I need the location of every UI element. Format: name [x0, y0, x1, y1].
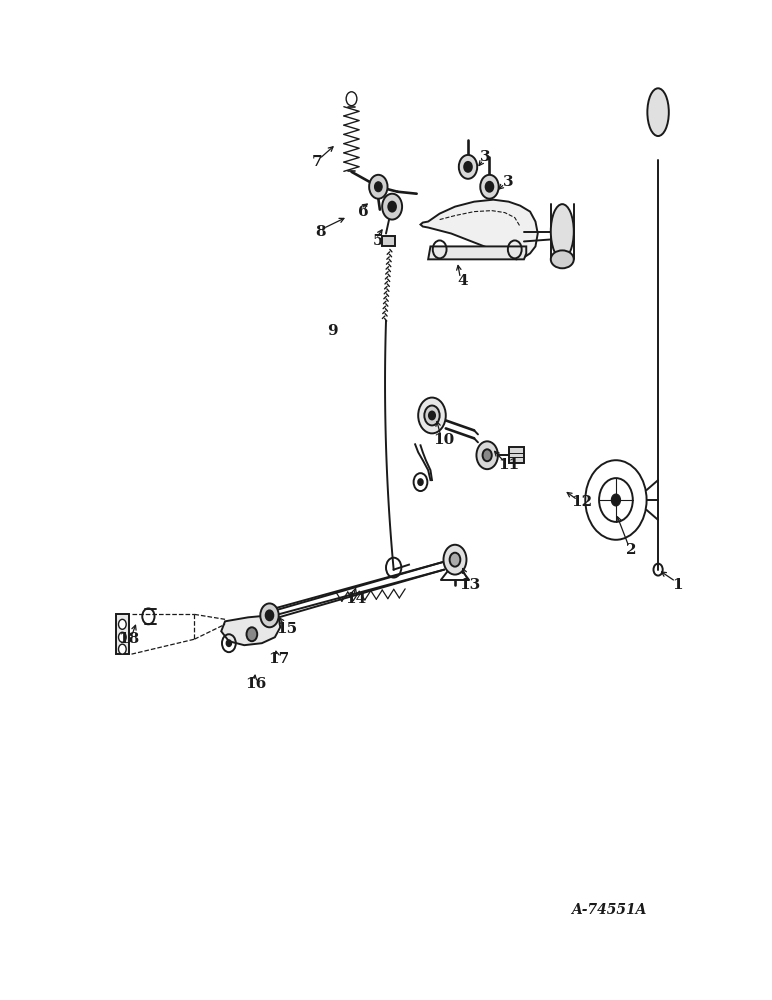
Circle shape — [429, 411, 435, 419]
Text: 4: 4 — [457, 274, 468, 288]
Text: 5: 5 — [373, 234, 384, 248]
Polygon shape — [117, 614, 129, 654]
Circle shape — [388, 202, 396, 212]
Text: 11: 11 — [498, 458, 520, 472]
Text: 15: 15 — [276, 622, 297, 636]
Text: 10: 10 — [433, 433, 454, 447]
Text: A-74551A: A-74551A — [571, 903, 646, 917]
Text: 12: 12 — [571, 495, 592, 509]
Circle shape — [226, 640, 231, 646]
Text: 9: 9 — [327, 324, 337, 338]
Ellipse shape — [648, 88, 669, 136]
Text: 3: 3 — [480, 150, 491, 164]
Text: 1: 1 — [672, 578, 682, 592]
Text: 13: 13 — [459, 578, 481, 592]
Circle shape — [464, 162, 472, 172]
Circle shape — [246, 627, 257, 641]
Circle shape — [425, 406, 439, 425]
Text: 14: 14 — [345, 592, 366, 606]
Circle shape — [482, 449, 492, 461]
Text: 18: 18 — [119, 632, 140, 646]
Circle shape — [459, 155, 477, 179]
Circle shape — [443, 545, 466, 575]
Circle shape — [611, 494, 621, 506]
Polygon shape — [428, 246, 527, 259]
Circle shape — [119, 632, 126, 642]
Text: 16: 16 — [245, 677, 266, 691]
Circle shape — [260, 603, 279, 627]
Text: 2: 2 — [626, 543, 636, 557]
Text: 17: 17 — [268, 652, 290, 666]
Circle shape — [449, 553, 460, 567]
Circle shape — [476, 441, 498, 469]
Polygon shape — [382, 236, 395, 246]
Text: 6: 6 — [357, 205, 368, 219]
Polygon shape — [222, 615, 280, 645]
Polygon shape — [509, 447, 524, 463]
Circle shape — [266, 610, 273, 620]
Circle shape — [486, 182, 493, 192]
Text: 8: 8 — [316, 225, 326, 238]
Circle shape — [119, 619, 126, 629]
Polygon shape — [421, 200, 538, 259]
Circle shape — [480, 175, 499, 199]
Ellipse shape — [550, 250, 574, 268]
Circle shape — [418, 479, 423, 485]
Circle shape — [119, 644, 126, 654]
Circle shape — [374, 182, 382, 192]
Circle shape — [369, 175, 388, 199]
Circle shape — [382, 194, 402, 220]
Text: 3: 3 — [503, 175, 514, 189]
Ellipse shape — [550, 204, 574, 259]
Text: 7: 7 — [312, 155, 323, 169]
Circle shape — [418, 398, 445, 433]
